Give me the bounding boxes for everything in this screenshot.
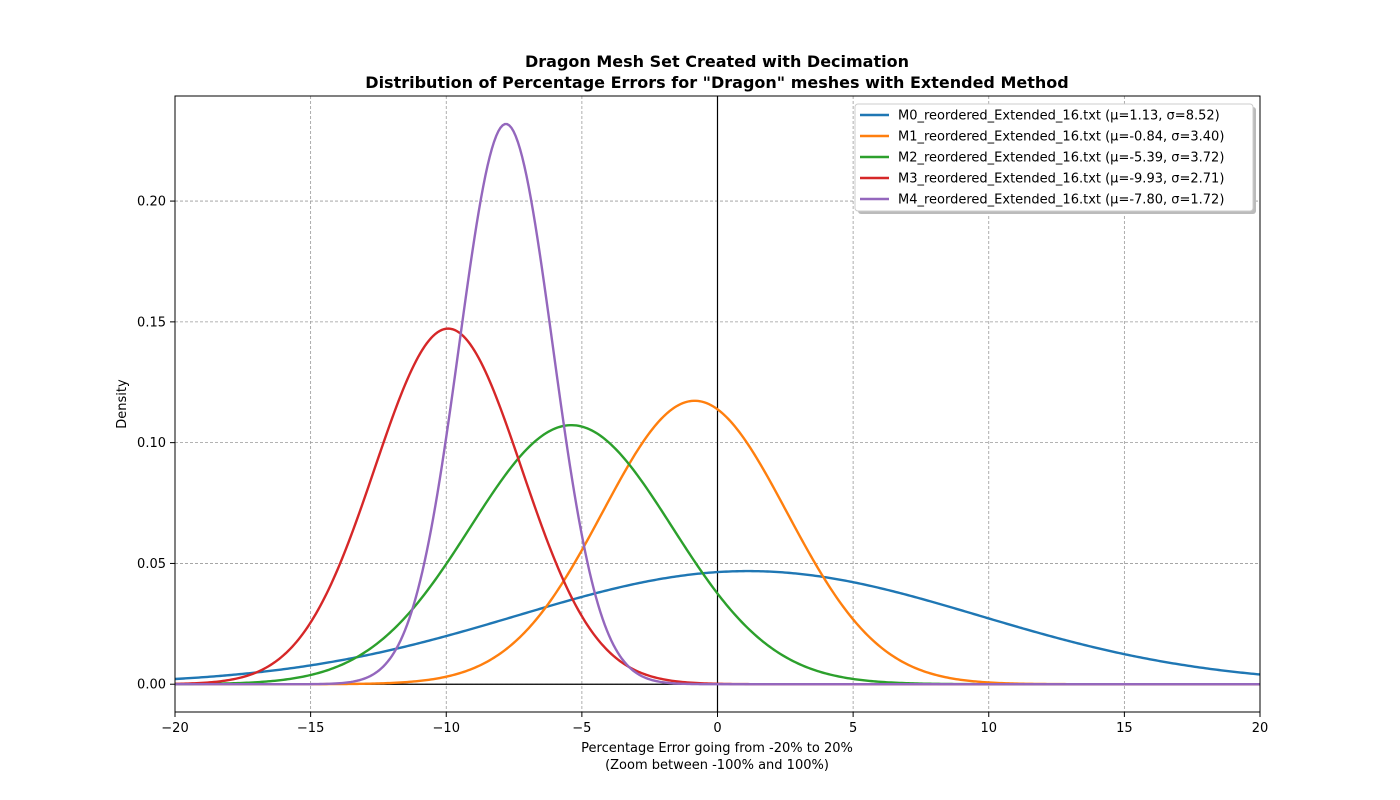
legend-label: M0_reordered_Extended_16.txt (μ=1.13, σ=…	[898, 109, 1220, 124]
y-tick-label: 0.15	[137, 315, 166, 330]
y-tick-label: 0.10	[137, 436, 166, 451]
x-tick-label: −10	[433, 721, 460, 736]
legend-label: M2_reordered_Extended_16.txt (μ=-5.39, σ…	[898, 151, 1224, 166]
series-lines	[174, 122, 1261, 686]
x-axis-label-secondary: (Zoom between -100% and 100%)	[605, 758, 829, 773]
legend: M0_reordered_Extended_16.txt (μ=1.13, σ=…	[854, 103, 1256, 214]
ticks: −20 −15 −10 −5 0 5 10 15 20 0.00 0.05 0.10 0.15 0.20	[137, 195, 1268, 736]
y-tick-label: 0.00	[137, 678, 166, 693]
legend-box	[854, 103, 1254, 212]
x-tick-label: 15	[1116, 721, 1133, 736]
chart-subtitle: Distribution of Percentage Errors for "D…	[365, 73, 1068, 92]
x-axis-label: Percentage Error going from -20% to 20%	[581, 741, 853, 756]
y-tick-label: 0.20	[137, 195, 166, 210]
x-tick-label: 20	[1252, 721, 1269, 736]
x-tick-label: 5	[849, 721, 857, 736]
x-tick-label: 10	[980, 721, 997, 736]
legend-label: M1_reordered_Extended_16.txt (μ=-0.84, σ…	[898, 130, 1224, 145]
y-tick-label: 0.05	[137, 557, 166, 572]
chart-title: Dragon Mesh Set Created with Decimation	[525, 52, 909, 71]
legend-label: M3_reordered_Extended_16.txt (μ=-9.93, σ…	[898, 172, 1224, 187]
y-axis-label: Density	[115, 379, 130, 429]
x-tick-label: −5	[572, 721, 591, 736]
x-tick-label: −15	[297, 721, 324, 736]
series-line-4	[175, 122, 1260, 686]
x-tick-label: −20	[161, 721, 188, 736]
legend-label: M4_reordered_Extended_16.txt (μ=-7.80, σ…	[898, 193, 1224, 208]
x-tick-label: 0	[713, 721, 721, 736]
